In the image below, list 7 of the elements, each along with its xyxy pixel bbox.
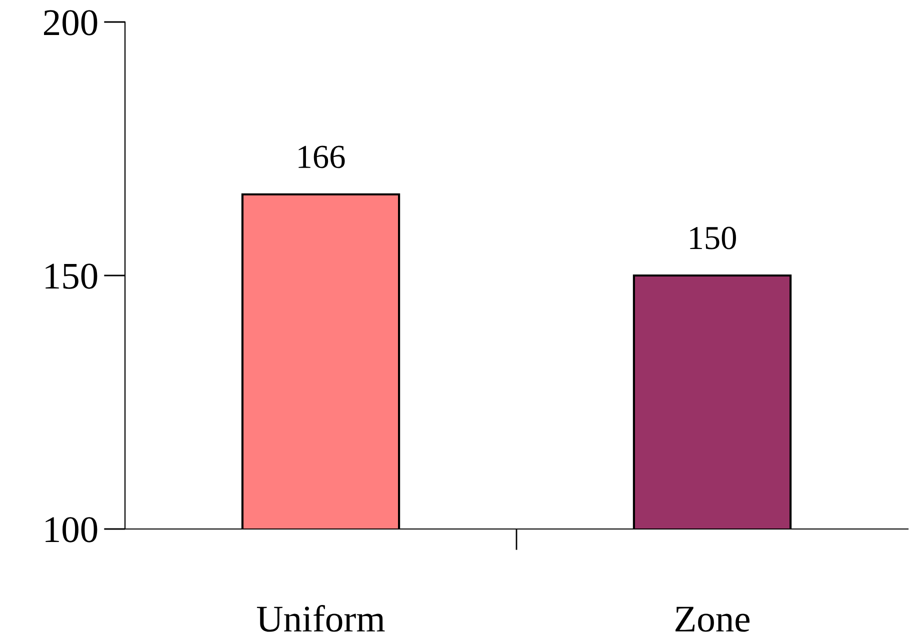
y-tick-label: 200 [44, 10, 98, 36]
y-tick-label: 150 [46, 264, 98, 289]
x-tick-label: Zone [676, 606, 750, 632]
data-label: 150 [690, 226, 736, 250]
data-label: 166 [298, 146, 345, 168]
y-tick-label: 100 [46, 517, 98, 542]
x-tick-label: Uniform [256, 605, 385, 632]
